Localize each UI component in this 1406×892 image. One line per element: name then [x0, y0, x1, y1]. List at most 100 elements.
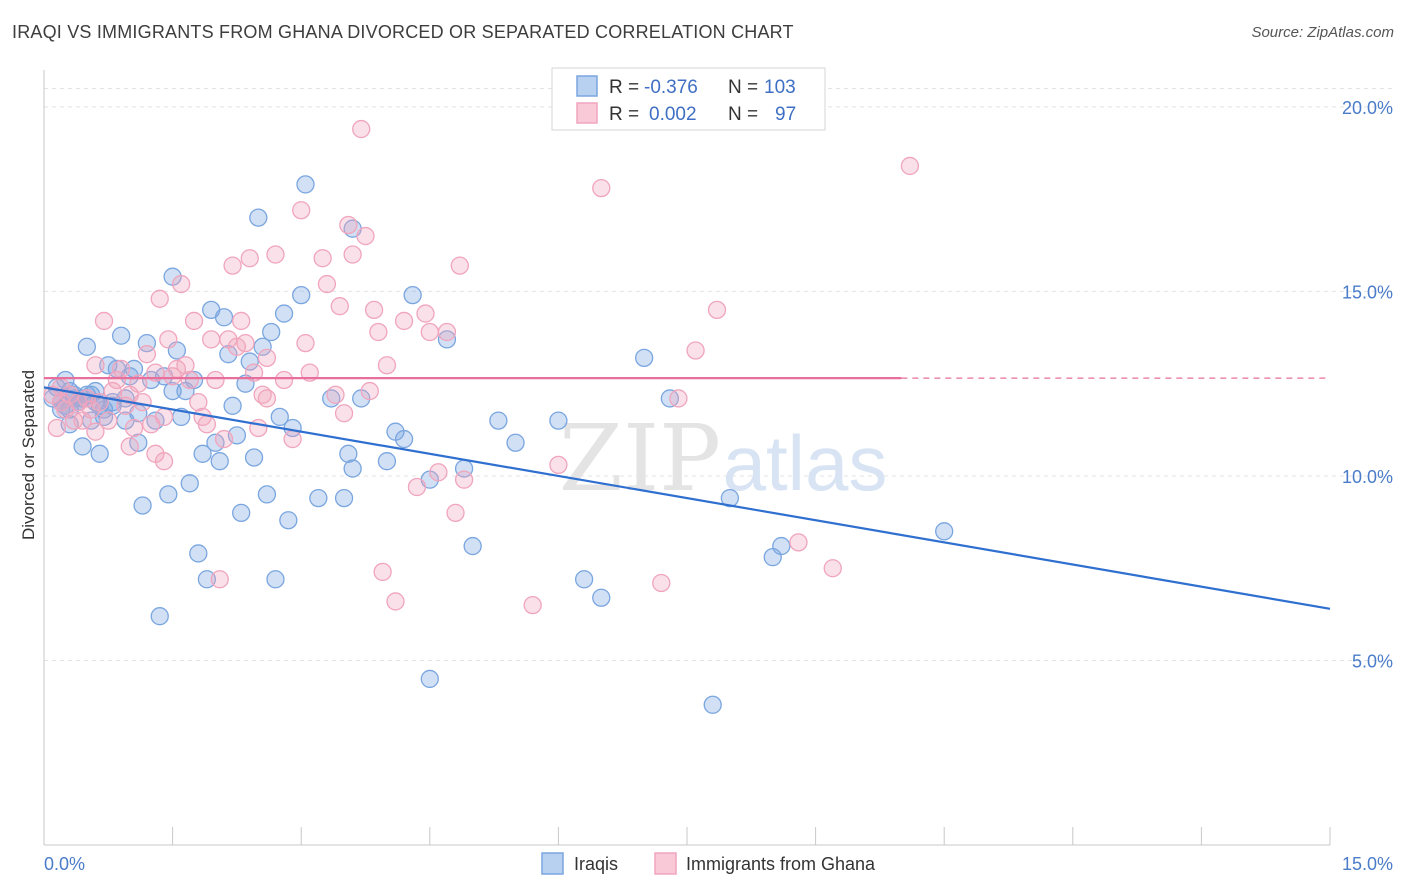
- point-ghana-63: [352, 119, 371, 139]
- point-ghana-9: [86, 356, 105, 375]
- point-ghana-47: [249, 418, 268, 438]
- watermark-zip: ZIP: [559, 405, 721, 512]
- stats-n-value-ghana: 97: [775, 104, 796, 125]
- point-iraqis-65: [377, 452, 397, 471]
- point-ghana-84: [707, 300, 727, 320]
- point-ghana-18: [124, 418, 144, 438]
- point-ghana-29: [172, 274, 191, 294]
- point-iraqis-35: [193, 444, 212, 463]
- point-ghana-36: [202, 330, 221, 349]
- point-ghana-93: [154, 452, 174, 471]
- legend-label-ghana: Immigrants from Ghana: [686, 854, 876, 874]
- stats-r-value-iraqis: -0.376: [644, 77, 698, 98]
- point-ghana-11: [94, 311, 114, 331]
- point-ghana-32: [184, 311, 204, 331]
- point-ghana-81: [652, 573, 671, 593]
- source-credit: Source: ZipAtlas.com: [1251, 24, 1394, 41]
- point-ghana-86: [823, 559, 842, 578]
- y-tick-label-0: 5.0%: [1352, 651, 1393, 671]
- point-ghana-96: [51, 392, 71, 412]
- point-iraqis-44: [232, 503, 251, 523]
- point-iraqis-78: [634, 348, 654, 368]
- point-iraqis-77: [592, 588, 611, 607]
- point-ghana-21: [137, 345, 157, 364]
- point-ghana-24: [150, 289, 169, 308]
- point-iraqis-68: [403, 285, 422, 305]
- point-ghana-91: [120, 437, 139, 456]
- point-iraqis-34: [189, 544, 208, 563]
- point-ghana-70: [386, 592, 405, 611]
- point-ghana-61: [339, 215, 358, 235]
- point-ghana-78: [523, 595, 542, 615]
- point-iraqis-80: [703, 695, 722, 714]
- point-iraqis-58: [296, 175, 315, 194]
- point-ghana-31: [180, 370, 199, 390]
- point-ghana-56: [313, 249, 332, 268]
- point-ghana-35: [197, 415, 217, 434]
- point-iraqis-75: [549, 411, 568, 430]
- point-iraqis-42: [223, 396, 242, 415]
- point-ghana-58: [326, 385, 345, 404]
- x-tick-label-0: 0.0%: [44, 854, 85, 874]
- x-tick-label-1: 15.0%: [1342, 854, 1393, 874]
- stats-r-value-ghana: 0.002: [649, 104, 697, 125]
- point-ghana-66: [364, 300, 384, 320]
- point-iraqis-49: [253, 337, 272, 356]
- point-ghana-14: [107, 370, 127, 390]
- point-ghana-68: [373, 562, 392, 582]
- point-ghana-44: [236, 333, 255, 353]
- y-axis-title: Divorced or Separated: [19, 370, 38, 540]
- point-ghana-73: [416, 304, 435, 323]
- point-iraqis-54: [274, 304, 294, 323]
- point-ghana-19: [129, 374, 148, 393]
- point-ghana-53: [292, 201, 311, 220]
- point-iraqis-21: [133, 496, 152, 515]
- legend-label-iraqis: Iraqis: [574, 854, 618, 874]
- stats-swatch-ghana: [576, 102, 598, 124]
- point-ghana-30: [176, 356, 195, 375]
- point-iraqis-16: [112, 326, 131, 345]
- trend-line-iraqis: [43, 386, 1331, 610]
- watermark-atlas: atlas: [723, 419, 888, 507]
- point-ghana-52: [283, 429, 302, 449]
- point-ghana-87: [900, 156, 920, 176]
- point-ghana-25: [154, 407, 174, 427]
- point-ghana-38: [210, 570, 229, 589]
- point-iraqis-48: [249, 208, 268, 227]
- y-tick-label-1: 10.0%: [1342, 467, 1393, 487]
- point-ghana-74: [420, 322, 439, 342]
- point-iraqis-40: [214, 308, 234, 327]
- point-ghana-43: [232, 311, 251, 331]
- point-ghana-26: [159, 330, 178, 349]
- point-ghana-39: [214, 429, 234, 449]
- point-ghana-41: [223, 256, 242, 275]
- point-iraqis-28: [163, 381, 182, 401]
- chart-title: IRAQI VS IMMIGRANTS FROM GHANA DIVORCED …: [12, 22, 794, 42]
- legend-swatch-ghana: [654, 852, 677, 875]
- point-ghana-85: [789, 533, 808, 552]
- point-ghana-75: [446, 503, 465, 523]
- point-ghana-82: [669, 389, 688, 408]
- point-iraqis-39: [210, 452, 229, 471]
- y-tick-labels: 5.0% 10.0% 15.0% 20.0%: [1342, 98, 1393, 672]
- point-ghana-50: [266, 245, 285, 264]
- point-ghana-49: [257, 348, 277, 368]
- point-iraqis-63: [343, 459, 362, 478]
- trend-lines: [43, 377, 1331, 610]
- point-ghana-54: [296, 333, 315, 353]
- point-iraqis-51: [262, 322, 281, 342]
- stats-n-label-ghana: N =: [728, 104, 758, 125]
- point-iraqis-74: [506, 433, 525, 452]
- point-iraqis-53: [270, 407, 289, 427]
- point-iraqis-52: [266, 570, 285, 589]
- watermark: ZIP atlas: [559, 405, 887, 512]
- point-iraqis-85: [420, 669, 439, 689]
- stats-r-label-iraqis: R =: [609, 77, 639, 98]
- point-ghana-76: [450, 256, 469, 275]
- point-iraqis-84: [935, 522, 954, 541]
- point-ghana-33: [189, 392, 208, 412]
- point-iraqis-70: [437, 330, 457, 349]
- point-iraqis-76: [574, 570, 594, 589]
- point-ghana-59: [330, 297, 349, 316]
